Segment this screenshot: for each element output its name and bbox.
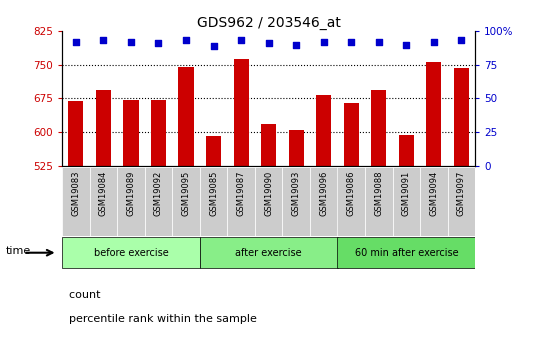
Bar <box>227 167 255 236</box>
Bar <box>172 167 200 236</box>
Text: GSM19083: GSM19083 <box>71 171 80 216</box>
Bar <box>62 167 90 236</box>
Bar <box>206 137 221 166</box>
Text: GSM19091: GSM19091 <box>402 171 411 216</box>
Bar <box>310 167 338 236</box>
Point <box>99 38 108 43</box>
Bar <box>96 90 111 166</box>
Text: GSM19095: GSM19095 <box>181 171 191 216</box>
Text: GDS962 / 203546_at: GDS962 / 203546_at <box>197 16 341 30</box>
Bar <box>117 167 145 236</box>
Bar <box>365 167 393 236</box>
Point <box>237 38 245 43</box>
Text: GSM19085: GSM19085 <box>209 171 218 216</box>
Text: after exercise: after exercise <box>235 248 302 258</box>
Text: GSM19093: GSM19093 <box>292 171 301 216</box>
Bar <box>90 167 117 236</box>
Bar <box>255 167 282 236</box>
Bar <box>288 130 304 166</box>
Point <box>181 38 190 43</box>
Bar <box>316 95 332 166</box>
Bar <box>151 100 166 166</box>
Text: GSM19089: GSM19089 <box>126 171 136 216</box>
Point <box>402 42 410 47</box>
Text: GSM19096: GSM19096 <box>319 171 328 216</box>
Bar <box>145 167 172 236</box>
Text: GSM19092: GSM19092 <box>154 171 163 216</box>
Text: GSM19086: GSM19086 <box>347 171 356 216</box>
Bar <box>454 68 469 166</box>
Text: GSM19084: GSM19084 <box>99 171 108 216</box>
Point <box>265 40 273 46</box>
Text: GSM19090: GSM19090 <box>264 171 273 216</box>
Bar <box>393 167 420 236</box>
Point <box>429 39 438 45</box>
Text: GSM19088: GSM19088 <box>374 171 383 216</box>
Bar <box>68 101 84 166</box>
Bar <box>200 167 227 236</box>
Bar <box>448 167 475 236</box>
Text: count: count <box>62 290 100 300</box>
Point <box>126 39 135 45</box>
Point <box>154 40 163 46</box>
Text: 60 min after exercise: 60 min after exercise <box>355 248 458 258</box>
Bar <box>338 237 475 268</box>
Text: percentile rank within the sample: percentile rank within the sample <box>62 314 257 324</box>
Bar <box>62 237 200 268</box>
Bar <box>343 103 359 166</box>
Point <box>347 39 355 45</box>
Text: GSM19087: GSM19087 <box>237 171 246 216</box>
Point <box>457 38 465 43</box>
Text: GSM19097: GSM19097 <box>457 171 466 216</box>
Bar <box>399 135 414 166</box>
Bar <box>123 100 139 166</box>
Text: time: time <box>5 246 31 256</box>
Text: before exercise: before exercise <box>93 248 168 258</box>
Bar <box>426 62 442 166</box>
Point <box>319 39 328 45</box>
Bar <box>420 167 448 236</box>
Point <box>292 42 300 47</box>
Bar <box>261 124 276 166</box>
Bar <box>282 167 310 236</box>
Point <box>210 43 218 49</box>
Bar <box>233 59 249 166</box>
Bar <box>200 237 338 268</box>
Bar <box>338 167 365 236</box>
Bar <box>371 90 387 166</box>
Point <box>374 39 383 45</box>
Bar <box>178 67 194 166</box>
Text: GSM19094: GSM19094 <box>429 171 438 216</box>
Point <box>71 39 80 45</box>
